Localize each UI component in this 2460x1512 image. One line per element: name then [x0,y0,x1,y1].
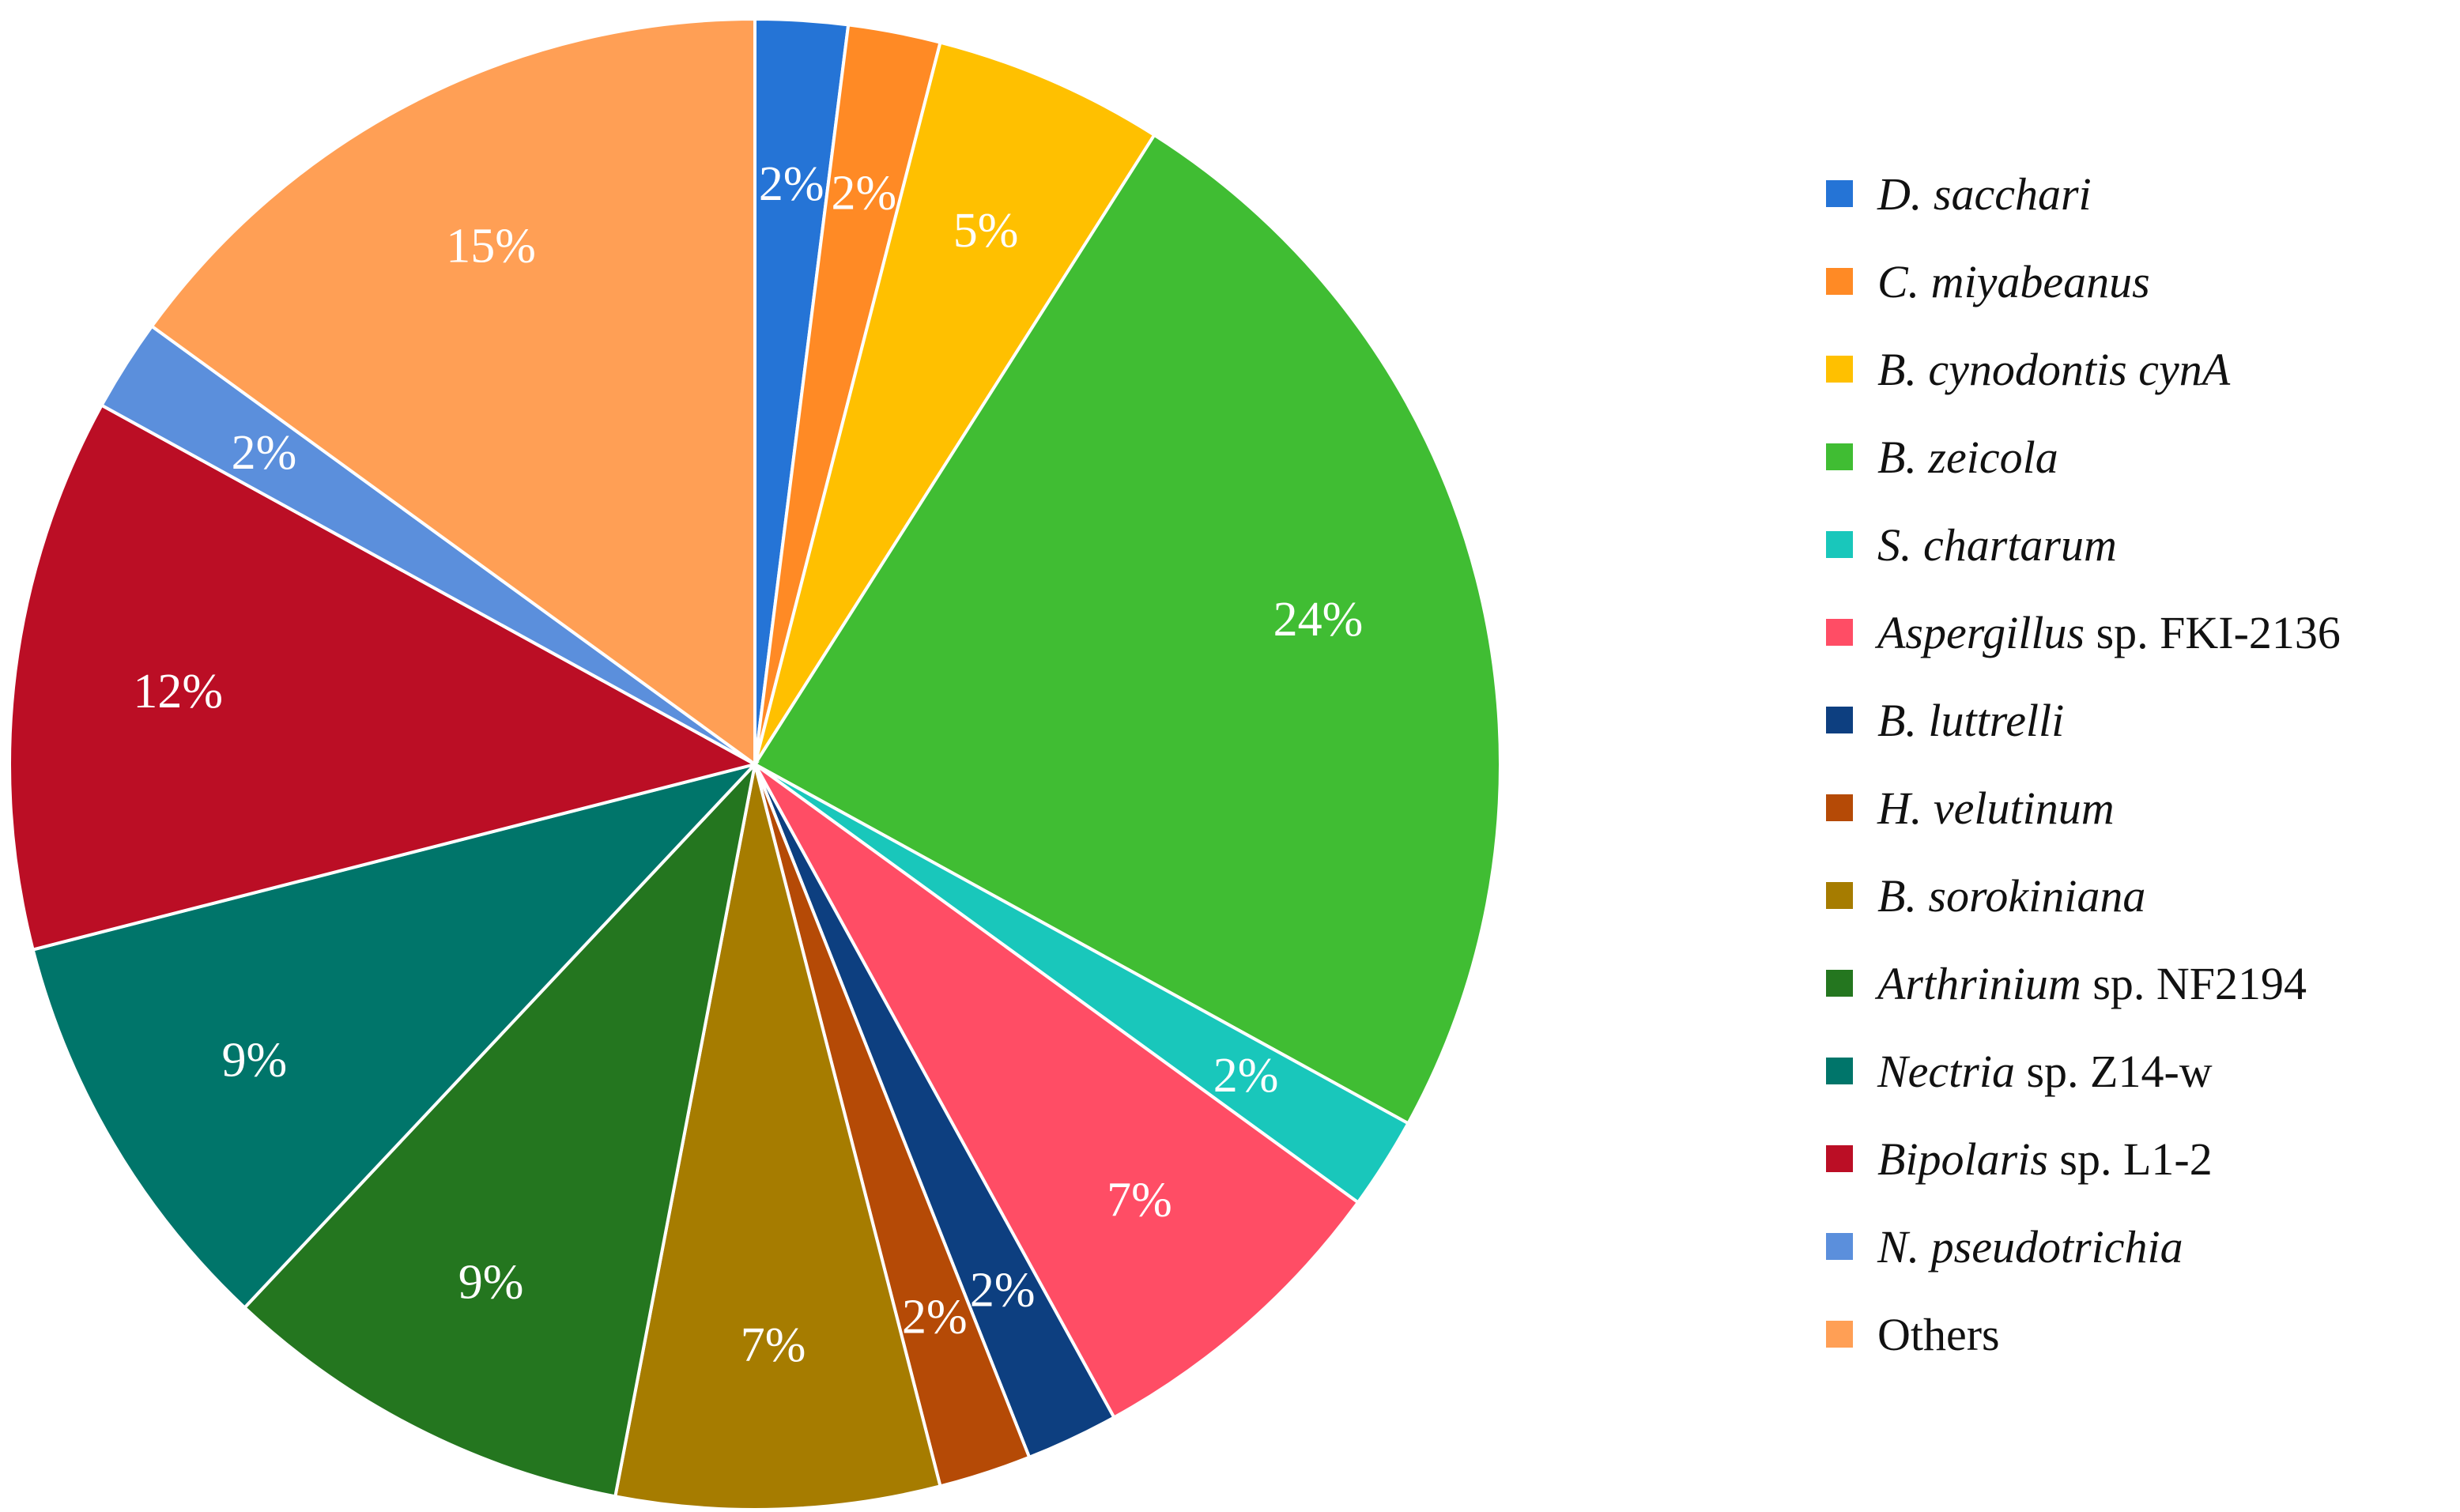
legend-item-nectria-sp-z14-w: Nectria sp. Z14-w [1826,1046,2213,1097]
legend-item-s-chartarum: S. chartarum [1826,519,2117,571]
legend-label: H. velutinum [1877,782,2115,834]
legend-item-arthrinium-sp-nf2194: Arthrinium sp. NF2194 [1826,958,2307,1009]
legend-swatch [1826,794,1853,821]
slice-labels: 2% 2%5%24%2%7%2%2%7%9%9%12%2%15% [133,157,1363,1372]
legend-item-b-sorokiniana: B. sorokiniana [1826,870,2145,922]
legend-swatch [1826,707,1853,733]
slice-label-n-pseudotrichia: 2% [232,426,297,480]
legend-label: B. cynodontis cynA [1877,344,2231,395]
legend-swatch [1826,1145,1853,1172]
slice-label-nectria-sp-z14-w: 9% [222,1033,288,1087]
legend-swatch [1826,180,1853,207]
pie-slice-arthrinium-sp-nf2194 [242,759,758,1499]
legend-swatch [1826,1233,1853,1260]
legend-label: B. sorokiniana [1877,870,2145,922]
legend-label: Bipolaris sp. L1-2 [1877,1133,2213,1185]
legend-item-d-sacchari: D. sacchari [1826,168,2092,220]
legend-swatch [1826,356,1853,383]
pie-slice-b-sorokiniana [613,764,942,1511]
legend: D. sacchari C. miyabeanus B. cynodontis cy… [1826,168,2341,1360]
slice-label-h-velutinum: 2% [902,1291,968,1344]
legend-swatch [1826,1321,1853,1348]
pie-slice-nectria-sp-z14-w [31,761,760,1310]
legend-item-h-velutinum: H. velutinum [1826,782,2115,834]
legend-swatch [1826,268,1853,295]
legend-swatch [1826,970,1853,997]
slice-label-c-miyabeanus: 2% [831,166,896,220]
legend-swatch [1826,882,1853,909]
slice-label-b-cynodontis-cyna: 5% [953,204,1019,258]
legend-item-others: Others [1826,1309,2000,1360]
legend-label: B. luttrelli [1877,695,2064,746]
slice-label-s-chartarum: 2% [1213,1049,1279,1103]
slice-label-d-sacchari: 2% [759,157,824,211]
legend-label: D. sacchari [1877,168,2092,220]
legend-item-b-luttrelli: B. luttrelli [1826,695,2064,746]
legend-label: S. chartarum [1877,519,2117,571]
legend-swatch [1826,1058,1853,1084]
legend-swatch [1826,531,1853,558]
legend-label: Aspergillus sp. FKI-2136 [1874,607,2341,658]
legend-item-b-zeicola: B. zeicola [1826,432,2058,483]
slice-label-b-zeicola: 24% [1273,593,1364,647]
slice-label-b-sorokiniana: 7% [741,1318,806,1372]
legend-label: B. zeicola [1877,432,2058,483]
pie-slice-bipolaris-sp-l1-2 [8,402,760,952]
pie-slices [8,17,1502,1511]
legend-item-bipolaris-sp-l1-2: Bipolaris sp. L1-2 [1826,1133,2213,1185]
slice-label-b-luttrelli: 2% [970,1264,1036,1318]
legend-item-b-cynodontis-cyna: B. cynodontis cynA [1826,344,2231,395]
legend-label: Nectria sp. Z14-w [1877,1046,2213,1097]
slice-label-aspergillus-sp-fki-2136: 7% [1107,1174,1172,1227]
legend-label: N. pseudotrichia [1877,1221,2183,1273]
pie-slice-b-cynodontis-cyna [753,40,1157,766]
slice-label-others: 15% [446,220,536,273]
legend-label: Others [1877,1309,2000,1360]
legend-item-n-pseudotrichia: N. pseudotrichia [1826,1221,2183,1273]
slice-label-bipolaris-sp-l1-2: 12% [133,665,223,718]
legend-swatch [1826,443,1853,470]
pie-slice-aspergillus-sp-fki-2136 [753,763,1360,1420]
pie-slice-others [149,17,756,767]
legend-swatch [1826,619,1853,646]
slice-label-arthrinium-sp-nf2194: 9% [458,1255,524,1309]
legend-label: Arthrinium sp. NF2194 [1874,958,2307,1009]
legend-item-aspergillus-sp-fki-2136: Aspergillus sp. FKI-2136 [1826,607,2341,658]
legend-item-c-miyabeanus: C. miyabeanus [1826,256,2150,307]
pie-slice-b-zeicola [753,133,1502,1126]
legend-label: C. miyabeanus [1877,256,2150,307]
